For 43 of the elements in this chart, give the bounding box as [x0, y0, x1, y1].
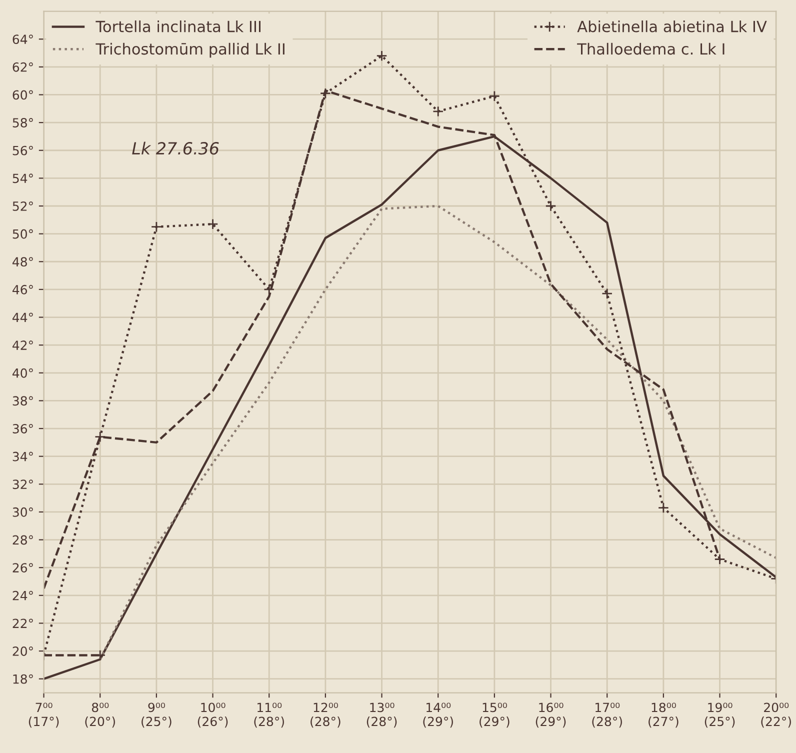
x-tick-label: 11⁰⁰ (28°): [254, 702, 284, 728]
y-tick-label: 18°: [13, 674, 33, 684]
y-tick-label: 46°: [12, 284, 33, 294]
y-tick-label: 36°: [12, 424, 33, 434]
y-tick-label: 50°: [12, 229, 33, 239]
y-tick-label: 44°: [12, 312, 33, 322]
x-tick-label: 14⁰⁰ (29°): [423, 702, 453, 728]
y-tick-label: 32°: [12, 480, 33, 490]
x-tick-label: 7⁰⁰ (17°): [28, 702, 59, 728]
legend-label: Trichostomūm pallid Lk II: [96, 42, 284, 58]
y-tick-label: 28°: [12, 535, 33, 545]
y-tick-label: 42°: [12, 340, 33, 350]
x-tick-label: 12⁰⁰ (28°): [310, 702, 340, 728]
y-tick-label: 48°: [12, 257, 33, 267]
x-tick-label: 8⁰⁰ (20°): [85, 702, 115, 728]
y-tick-label: 30°: [12, 507, 33, 517]
y-tick-label: 26°: [12, 563, 33, 573]
y-tick-label: 38°: [12, 396, 33, 406]
y-tick-label: 34°: [12, 452, 33, 462]
y-tick-label: 52°: [12, 201, 33, 211]
y-tick-label: 20°: [12, 646, 33, 656]
legend-label: Thalloedema c. Lk I: [577, 42, 724, 55]
x-tick-label: 10⁰⁰ (26°): [198, 702, 228, 728]
y-tick-label: 54°: [12, 174, 33, 184]
x-tick-label: 15⁰⁰ (29°): [480, 702, 510, 728]
y-tick-label: 60°: [12, 90, 33, 100]
x-tick-label: 13⁰⁰ (28°): [366, 702, 397, 728]
legend-label: Abietinella abietina Lk IV: [577, 20, 767, 32]
y-tick-label: 56°: [12, 146, 33, 156]
y-tick-label: 64°: [12, 34, 33, 44]
y-tick-label: 62°: [12, 62, 33, 72]
y-tick-label: 58°: [12, 118, 33, 128]
x-tick-label: 17⁰⁰ (28°): [592, 702, 622, 728]
x-tick-label: 20⁰⁰ (22°): [761, 702, 791, 728]
annotation: Lk 27.6.36: [132, 142, 219, 155]
y-tick-label: 40°: [12, 368, 33, 378]
legend-label: Tortella inclinata Lk III: [96, 20, 260, 32]
x-tick-label: 19⁰⁰ (25°): [704, 702, 735, 728]
x-tick-label: 16⁰⁰ (29°): [536, 702, 566, 728]
y-tick-label: 22°: [12, 618, 33, 628]
y-tick-label: 24°: [12, 590, 33, 600]
x-tick-label: 18⁰⁰ (27°): [648, 702, 678, 728]
x-tick-label: 9⁰⁰ (25°): [142, 702, 172, 728]
